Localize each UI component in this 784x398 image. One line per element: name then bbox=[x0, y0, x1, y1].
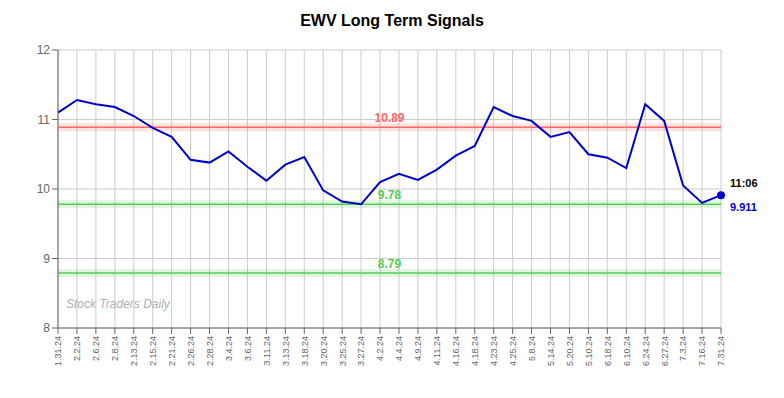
svg-text:2.28.24: 2.28.24 bbox=[205, 336, 215, 366]
svg-text:10.89: 10.89 bbox=[374, 111, 404, 125]
svg-text:4.2.24: 4.2.24 bbox=[375, 336, 385, 361]
svg-text:5.20.24: 5.20.24 bbox=[565, 336, 575, 366]
svg-text:9.78: 9.78 bbox=[378, 188, 402, 202]
svg-text:4.25.24: 4.25.24 bbox=[508, 336, 518, 366]
svg-text:2.6.24: 2.6.24 bbox=[91, 336, 101, 361]
svg-text:3.20.24: 3.20.24 bbox=[319, 336, 329, 366]
svg-text:11: 11 bbox=[38, 113, 51, 127]
svg-text:11:06: 11:06 bbox=[730, 177, 758, 189]
svg-text:3.13.24: 3.13.24 bbox=[281, 336, 291, 366]
svg-text:5.14.24: 5.14.24 bbox=[546, 336, 556, 366]
svg-text:9.911: 9.911 bbox=[730, 201, 757, 213]
svg-text:8: 8 bbox=[43, 321, 50, 335]
svg-text:7.3.24: 7.3.24 bbox=[679, 336, 689, 361]
svg-text:6.10.24: 6.10.24 bbox=[622, 336, 632, 366]
svg-text:3.27.24: 3.27.24 bbox=[356, 336, 366, 366]
svg-text:12: 12 bbox=[37, 43, 51, 57]
html-text:EWV Long Term Signals: EWV Long Term Signals bbox=[300, 12, 484, 29]
svg-text:8.79: 8.79 bbox=[378, 257, 402, 271]
svg-text:2.26.24: 2.26.24 bbox=[186, 336, 196, 366]
html-text:Stock Traders Daily: Stock Traders Daily bbox=[66, 297, 170, 311]
svg-text:4.18.24: 4.18.24 bbox=[470, 336, 480, 366]
svg-text:4.4.24: 4.4.24 bbox=[394, 336, 404, 361]
svg-text:2.15.24: 2.15.24 bbox=[148, 336, 158, 366]
svg-text:6.24.24: 6.24.24 bbox=[641, 336, 651, 366]
svg-text:7.16.24: 7.16.24 bbox=[697, 336, 707, 366]
svg-text:1.31.24: 1.31.24 bbox=[53, 336, 63, 366]
svg-text:9: 9 bbox=[43, 252, 50, 266]
svg-text:2.2.24: 2.2.24 bbox=[72, 336, 82, 361]
svg-text:10: 10 bbox=[37, 182, 51, 196]
svg-text:3.11.24: 3.11.24 bbox=[262, 336, 272, 365]
svg-text:4.23.24: 4.23.24 bbox=[489, 336, 499, 366]
svg-text:4.11.24: 4.11.24 bbox=[432, 336, 442, 365]
svg-text:3.18.24: 3.18.24 bbox=[300, 336, 310, 366]
svg-text:3.6.24: 3.6.24 bbox=[243, 336, 253, 361]
svg-text:2.21.24: 2.21.24 bbox=[167, 336, 177, 366]
svg-text:4.16.24: 4.16.24 bbox=[451, 336, 461, 366]
svg-text:5.10.24: 5.10.24 bbox=[584, 336, 594, 366]
svg-text:4.9.24: 4.9.24 bbox=[413, 336, 423, 361]
svg-text:6.27.24: 6.27.24 bbox=[660, 336, 670, 366]
svg-text:2.13.24: 2.13.24 bbox=[129, 336, 139, 366]
svg-text:5.8.24: 5.8.24 bbox=[527, 336, 537, 361]
svg-text:6.18.24: 6.18.24 bbox=[603, 336, 613, 366]
svg-text:2.8.24: 2.8.24 bbox=[110, 336, 120, 361]
svg-text:3.25.24: 3.25.24 bbox=[338, 336, 348, 366]
svg-text:3.4.24: 3.4.24 bbox=[224, 336, 234, 361]
svg-text:7.31.24: 7.31.24 bbox=[716, 336, 726, 366]
